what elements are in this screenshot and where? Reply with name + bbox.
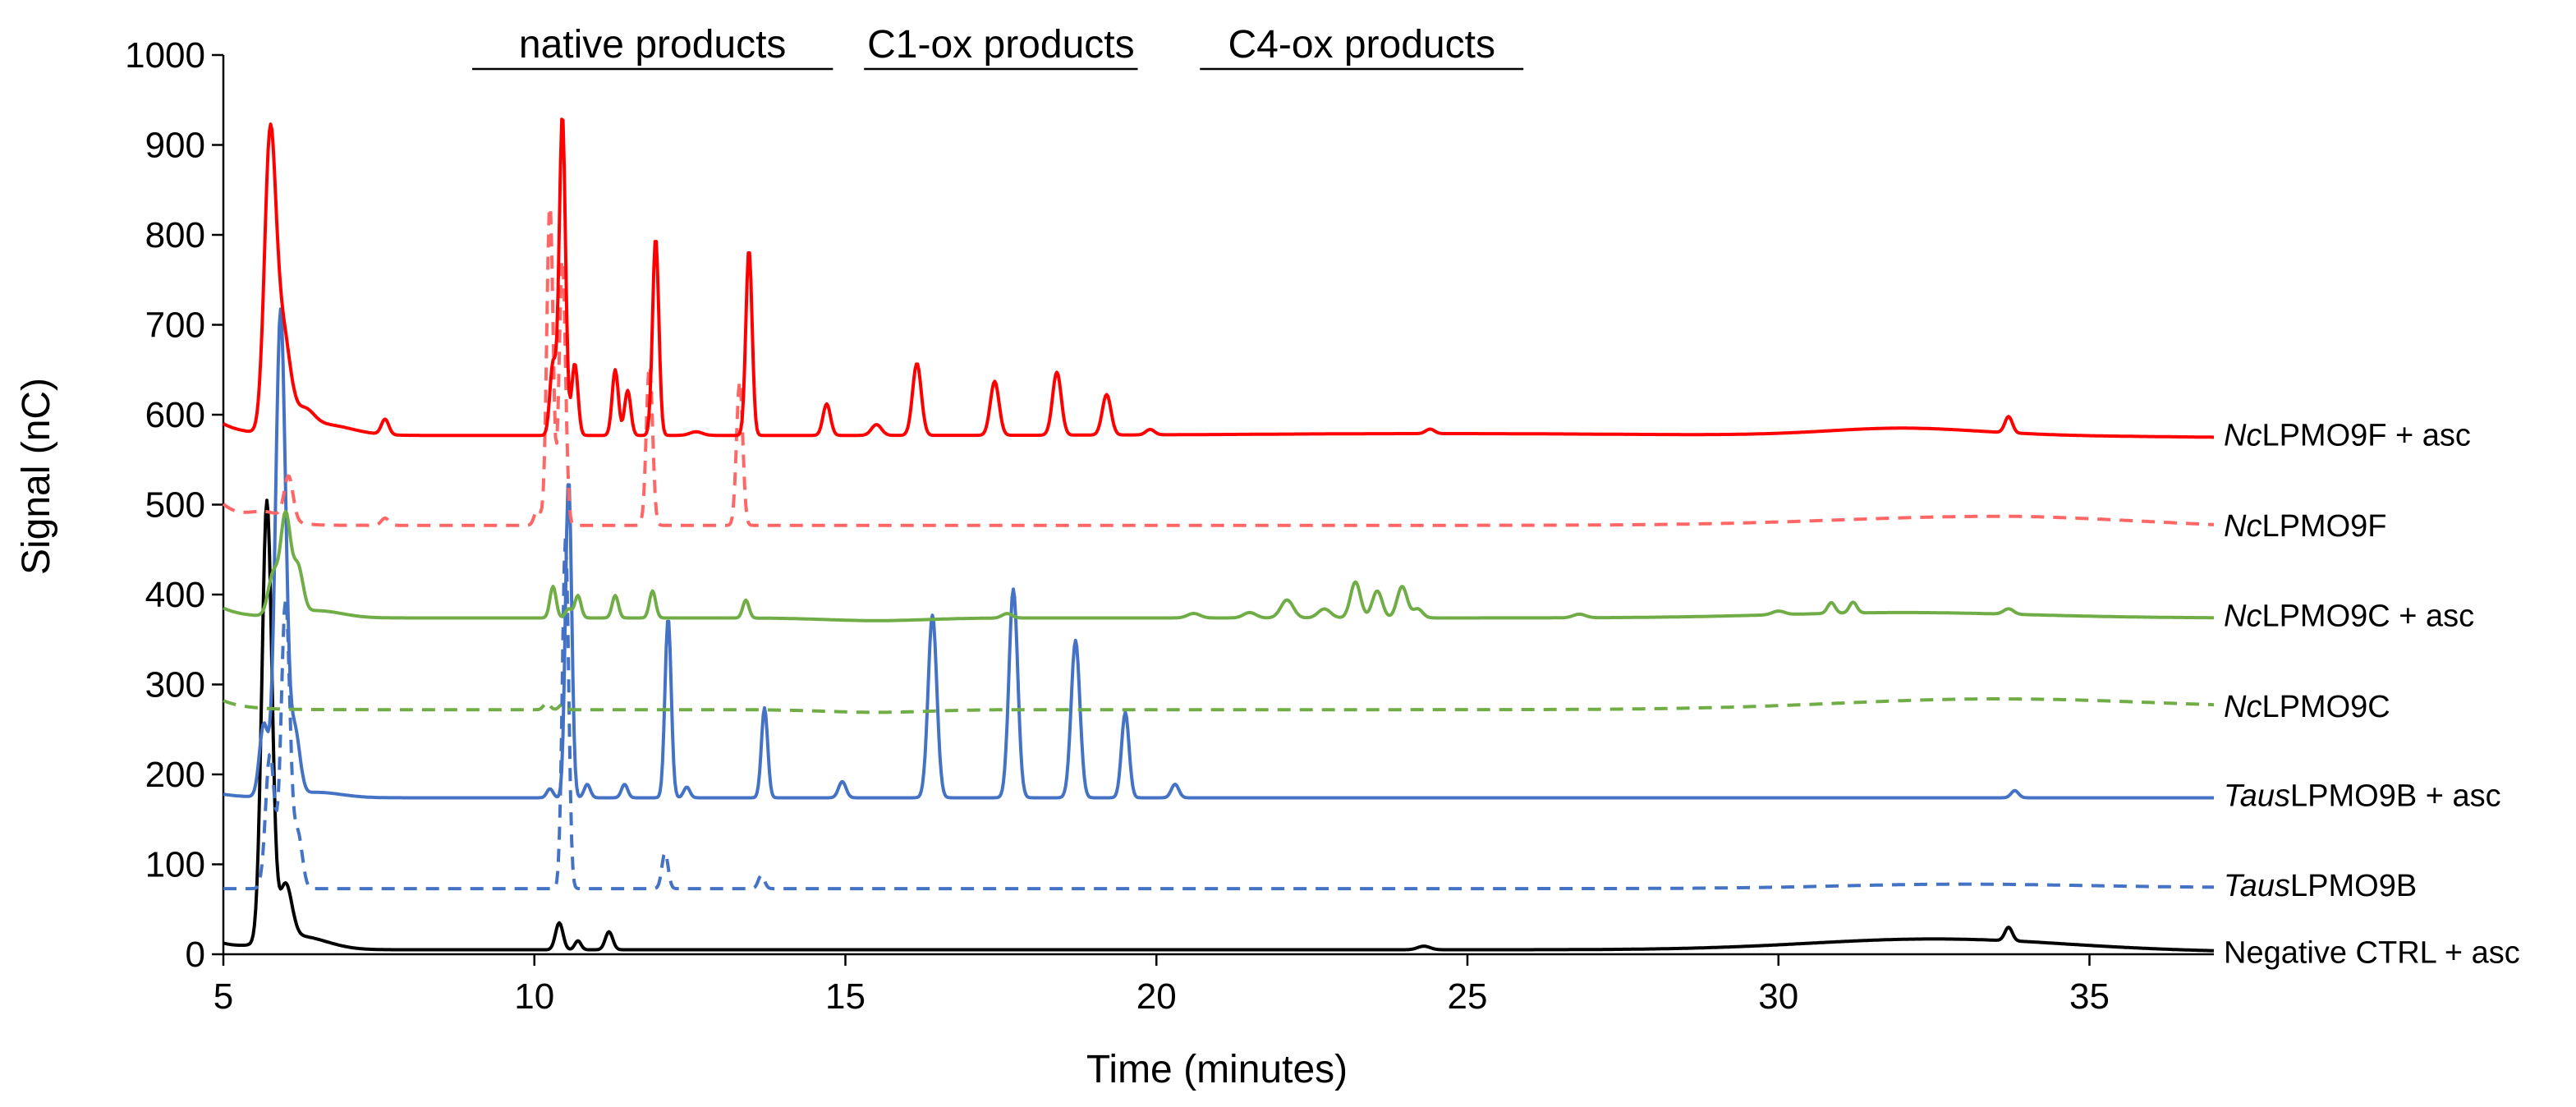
y-tick-label: 600 (145, 395, 205, 435)
x-tick-label: 35 (2069, 976, 2110, 1017)
y-tick-label: 700 (145, 305, 205, 346)
x-tick-label: 5 (214, 976, 233, 1017)
region-label: C4-ox products (1228, 23, 1495, 67)
series-lines (222, 117, 2215, 953)
y-tick-label: 900 (145, 126, 205, 166)
y-axis-title: Signal (nC) (15, 378, 58, 575)
y-tick-label: 0 (186, 935, 205, 975)
series-label: NcLPMO9F (2224, 509, 2387, 544)
x-tick-label: 15 (825, 976, 866, 1017)
y-axis: 0 100 200 300 400 500 600 700 800 900 1000 (125, 35, 225, 975)
x-axis: 5 10 15 20 25 30 35 (214, 953, 2214, 1017)
series-line-nclpmo9f-asc (223, 117, 2215, 439)
series-label: TausLPMO9B + asc (2224, 779, 2501, 813)
series-label: Negative CTRL + asc (2224, 936, 2520, 971)
series-legend-labels: NcLPMO9F + asc NcLPMO9F NcLPMO9C + asc NcLP… (2224, 418, 2520, 970)
series-label: NcLPMO9C + asc (2224, 599, 2474, 633)
x-tick-label: 20 (1136, 976, 1177, 1017)
x-tick-label: 30 (1758, 976, 1798, 1017)
x-tick-label: 25 (1448, 976, 1488, 1017)
region-label: native products (519, 23, 787, 67)
y-tick-label: 200 (145, 755, 205, 795)
x-tick-label: 10 (514, 976, 554, 1017)
y-tick-label: 500 (145, 485, 205, 526)
series-label: NcLPMO9F + asc (2224, 418, 2471, 452)
series-line-tauslpmo9b-asc (223, 307, 2215, 800)
y-tick-label: 400 (145, 575, 205, 615)
x-axis-title: Time (minutes) (1086, 1048, 1348, 1091)
y-tick-label: 1000 (125, 35, 205, 76)
series-label: TausLPMO9B (2224, 869, 2417, 903)
y-tick-label: 300 (145, 665, 205, 705)
y-tick-label: 100 (145, 845, 205, 885)
product-regions: native products C1-ox products C4-ox produ… (472, 23, 1524, 71)
y-tick-label: 800 (145, 215, 205, 255)
series-line-negative-ctrl-asc (223, 498, 2215, 953)
series-label: NcLPMO9C (2224, 690, 2390, 724)
series-line-tauslpmo9b (223, 536, 2215, 891)
series-line-nclpmo9c-asc (223, 509, 2215, 622)
region-label: C1-ox products (867, 23, 1134, 67)
series-line-nclpmo9c (223, 697, 2215, 714)
series-line-nclpmo9f (222, 206, 2215, 527)
